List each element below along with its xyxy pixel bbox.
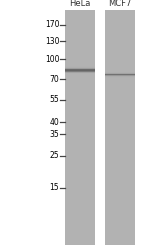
Bar xyxy=(65,66,95,67)
Bar xyxy=(65,72,95,73)
Bar xyxy=(65,69,95,70)
Bar xyxy=(105,77,135,78)
Bar xyxy=(65,66,95,67)
Text: HeLa: HeLa xyxy=(70,0,91,8)
Bar xyxy=(65,67,95,68)
Text: 100: 100 xyxy=(45,55,59,64)
Bar xyxy=(65,70,95,71)
Bar xyxy=(105,72,135,73)
Bar xyxy=(105,10,135,245)
Bar xyxy=(105,72,135,73)
Bar xyxy=(65,10,95,245)
Bar xyxy=(65,72,95,73)
Text: 55: 55 xyxy=(50,95,59,104)
Bar xyxy=(65,68,95,69)
Text: 70: 70 xyxy=(50,75,59,84)
Bar xyxy=(65,73,95,74)
Bar xyxy=(65,71,95,72)
Bar xyxy=(105,73,135,74)
Text: 130: 130 xyxy=(45,37,59,46)
Text: MCF7: MCF7 xyxy=(108,0,132,8)
Bar xyxy=(65,67,95,68)
Text: 40: 40 xyxy=(50,118,59,126)
Bar xyxy=(105,76,135,77)
Bar xyxy=(65,73,95,74)
Bar xyxy=(105,76,135,77)
Text: 170: 170 xyxy=(45,20,59,29)
Bar xyxy=(105,75,135,76)
Bar xyxy=(105,73,135,74)
Text: 25: 25 xyxy=(50,151,59,160)
Text: 15: 15 xyxy=(50,184,59,192)
Bar xyxy=(105,74,135,75)
Text: 35: 35 xyxy=(50,130,59,139)
